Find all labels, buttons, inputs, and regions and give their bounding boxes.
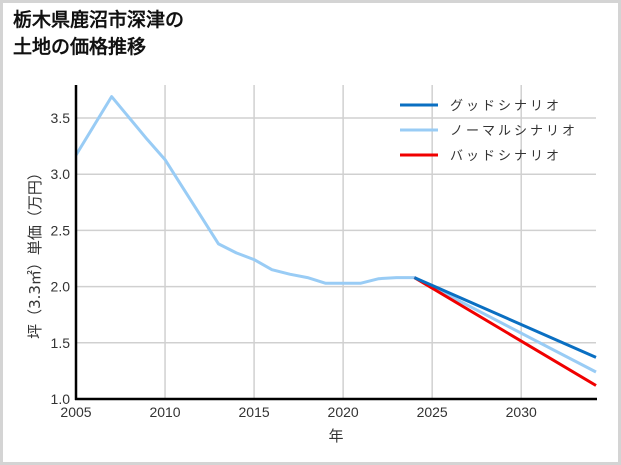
x-axis-label: 年 (328, 427, 343, 445)
x-tick-label: 2025 (417, 404, 448, 420)
legend-label: グッドシナリオ (450, 99, 562, 114)
chart-title-line-1: 栃木県鹿沼市深津の (13, 9, 185, 31)
x-tick-label: 2005 (60, 404, 91, 420)
series-line (413, 276, 597, 359)
x-tick-label: 2010 (149, 404, 180, 420)
x-tick-label: 2030 (506, 404, 537, 420)
series-lines (74, 95, 597, 387)
y-tick-label: 1.0 (51, 391, 71, 407)
series-line (74, 95, 597, 374)
x-tick-labels: 2005 2010 2015 2020 2025 2030 (60, 404, 537, 420)
y-tick-label: 2.5 (51, 222, 71, 238)
y-tick-label: 3.0 (51, 166, 71, 182)
y-tick-labels: 1.0 1.5 2.0 2.5 3.0 3.5 (51, 110, 71, 407)
legend-label: ノーマルシナリオ (450, 124, 578, 139)
y-tick-label: 3.5 (51, 110, 71, 126)
y-tick-label: 1.5 (51, 335, 71, 351)
axes (74, 85, 597, 401)
chart-title-line-2: 土地の価格推移 (13, 36, 147, 58)
series-line (413, 276, 597, 387)
y-axis-label: 坪（3.3㎡）単価（万円） (26, 165, 44, 339)
y-tick-label: 2.0 (51, 279, 71, 295)
chart-title: 栃木県鹿沼市深津の 土地の価格推移 (13, 7, 184, 61)
legend-label: バッドシナリオ (450, 149, 562, 164)
x-tick-label: 2015 (239, 404, 270, 420)
grid-lines (76, 85, 596, 399)
x-tick-label: 2020 (328, 404, 359, 420)
